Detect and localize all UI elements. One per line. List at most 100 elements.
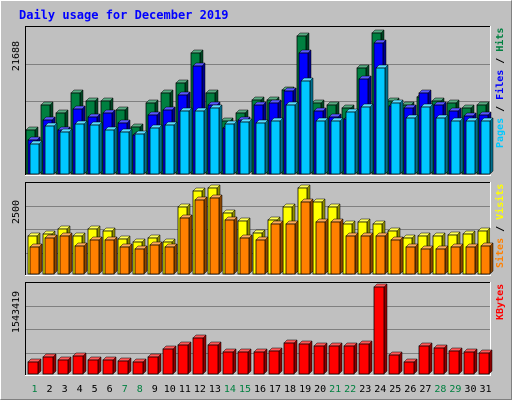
bar-sites-day-8: [134, 245, 148, 275]
bar-sites-day-2: [44, 234, 58, 275]
bar-front: [313, 345, 325, 375]
bar-side: [188, 214, 193, 275]
x-tick-label-day-22: 22: [344, 384, 356, 395]
bar-front: [388, 354, 400, 375]
bar-kbytes-day-25: [388, 351, 403, 375]
bar-side: [113, 126, 118, 175]
bar-side: [308, 340, 313, 375]
bar-front: [104, 129, 115, 175]
x-tick-label-day-17: 17: [269, 384, 281, 395]
panel-kbytes-legend: KBytes: [495, 284, 506, 320]
bar-front: [480, 120, 491, 175]
bar-front: [405, 117, 416, 175]
bar-kbytes-day-22: [343, 342, 358, 375]
legend-entry-files: Files: [494, 70, 506, 100]
bar-side: [443, 344, 448, 375]
bar-side: [324, 218, 329, 275]
bar-sites-day-9: [149, 241, 163, 275]
bar-kbytes-day-20: [313, 342, 328, 375]
bar-front: [27, 361, 39, 375]
bar-pages-day-27: [420, 103, 434, 175]
bar-front: [285, 223, 296, 275]
bar-kbytes-day-6: [102, 356, 117, 375]
bar-front: [253, 351, 265, 375]
bar-pages-day-14: [224, 120, 238, 175]
bar-side: [294, 220, 299, 275]
bar-side: [68, 232, 73, 275]
x-tick-label-day-12: 12: [194, 384, 206, 395]
bar-pages-day-31: [480, 117, 494, 175]
bar-side: [399, 236, 404, 275]
bar-front: [44, 237, 55, 275]
bar-pages-day-4: [74, 120, 88, 175]
bar-side: [279, 117, 284, 175]
bar-kbytes-day-11: [177, 341, 192, 375]
bar-front: [29, 143, 40, 175]
bar-pages-day-22: [345, 108, 359, 175]
bar-sites-day-4: [74, 242, 88, 275]
bar-front: [435, 248, 446, 275]
bar-pages-day-25: [390, 99, 404, 175]
bar-side: [309, 198, 314, 275]
bar-kbytes-day-29: [448, 347, 463, 375]
bar-front: [74, 123, 85, 175]
x-axis-tick-labels: 1 2 3 4 5 6 7 8 9 10 11 12 13 14 15 16 17 18 19 20 21 22 23 24 2…: [32, 384, 492, 395]
bar-sites-day-28: [435, 245, 449, 275]
bar-side: [489, 117, 494, 175]
bar-side: [218, 104, 223, 175]
bar-side: [339, 218, 344, 275]
bar-kbytes-day-24: [373, 283, 388, 375]
bar-kbytes-day-7: [117, 357, 132, 375]
panel-visits-sites: 2500 Sites / Visits: [11, 182, 506, 276]
bar-sites-day-18: [285, 220, 299, 275]
bar-side: [414, 243, 419, 275]
bar-front: [375, 67, 386, 175]
bar-side: [83, 120, 88, 175]
bar-front: [343, 345, 355, 375]
bar-sites-day-24: [375, 232, 389, 275]
bar-side: [52, 353, 57, 375]
bar-front: [435, 117, 446, 175]
bar-side: [173, 121, 178, 175]
bar-pages-day-7: [119, 128, 133, 175]
bar-front: [450, 246, 461, 275]
bar-side: [444, 245, 449, 275]
bar-front: [89, 239, 100, 275]
bar-side: [233, 120, 238, 175]
bar-front: [42, 356, 54, 375]
bar-front: [285, 104, 296, 175]
x-tick-label-day-4: 4: [77, 384, 83, 395]
panel-kbytes-ytick-label: 1543419: [11, 291, 22, 333]
legend-separator: /: [495, 52, 506, 70]
bar-front: [207, 344, 219, 375]
bar-side: [414, 114, 419, 175]
bar-front: [255, 122, 266, 175]
bar-kbytes-day-26: [403, 358, 418, 375]
bar-front: [72, 355, 84, 375]
bar-front: [164, 246, 175, 275]
bar-side: [398, 351, 403, 375]
x-tick-label-day-13: 13: [209, 384, 221, 395]
bar-side: [82, 352, 87, 375]
bar-side: [98, 236, 103, 275]
bar-front: [224, 123, 235, 175]
bar-pages-day-8: [134, 130, 148, 175]
bar-kbytes-day-5: [87, 356, 102, 375]
bar-front: [222, 351, 234, 375]
bar-sites-day-29: [450, 243, 464, 275]
x-tick-label-day-29: 29: [449, 384, 461, 395]
bar-front: [104, 239, 115, 275]
bar-sites-day-25: [390, 236, 404, 275]
bar-side: [324, 117, 329, 175]
bar-pages-day-26: [405, 114, 419, 175]
bar-front: [315, 221, 326, 275]
panel-kbytes: 1543419 KBytes: [11, 282, 506, 376]
legend-entry-visits: Visits: [494, 184, 506, 220]
bar-side: [384, 64, 389, 175]
bar-side: [383, 283, 388, 375]
bar-front: [403, 361, 415, 375]
bar-front: [224, 219, 235, 275]
bar-side: [248, 234, 253, 275]
bar-kbytes-day-3: [57, 356, 72, 375]
bar-side: [339, 117, 344, 175]
